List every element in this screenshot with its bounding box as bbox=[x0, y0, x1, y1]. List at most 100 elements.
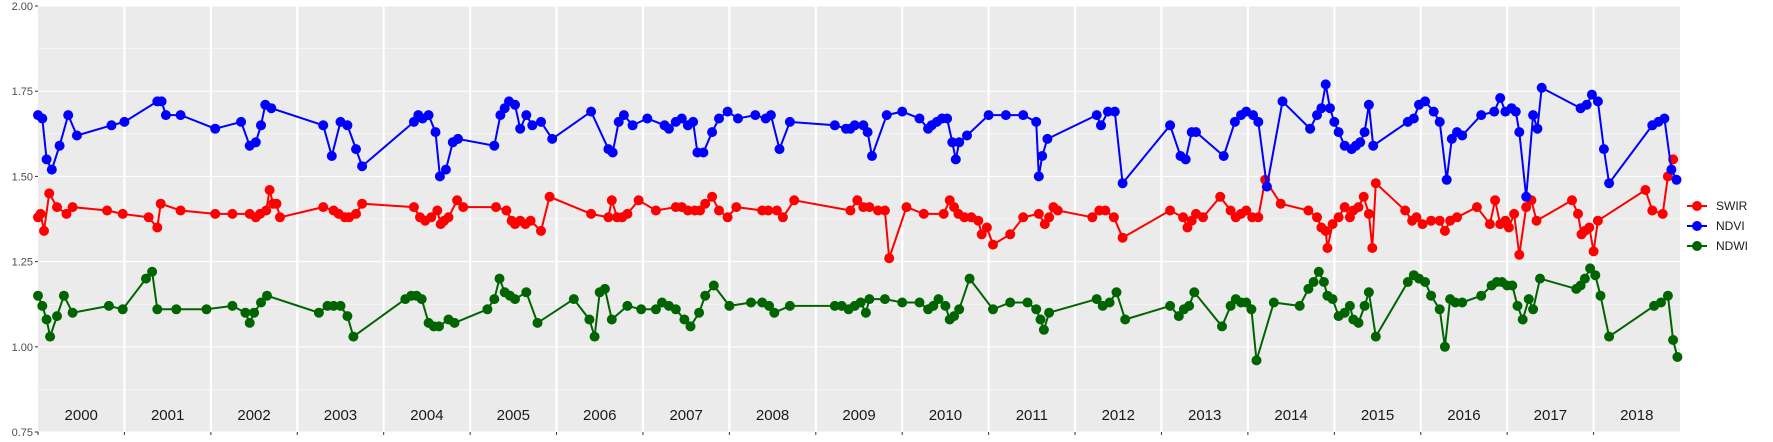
data-point bbox=[1595, 290, 1606, 301]
data-point bbox=[1178, 212, 1189, 223]
data-point bbox=[544, 191, 555, 202]
data-point bbox=[147, 266, 158, 277]
data-point bbox=[160, 110, 171, 121]
data-point bbox=[1567, 195, 1577, 206]
data-point bbox=[1659, 113, 1670, 124]
data-point bbox=[1573, 208, 1583, 219]
data-point bbox=[175, 205, 186, 216]
data-point bbox=[236, 116, 247, 127]
data-point bbox=[714, 205, 724, 216]
data-point bbox=[1241, 205, 1252, 216]
data-point bbox=[1588, 246, 1599, 257]
data-point bbox=[976, 229, 987, 240]
data-point bbox=[1303, 205, 1314, 216]
data-point bbox=[1100, 205, 1111, 216]
data-point bbox=[458, 202, 469, 213]
data-point bbox=[525, 215, 536, 226]
year-label: 2017 bbox=[1534, 407, 1567, 424]
data-point bbox=[1434, 304, 1445, 315]
data-point bbox=[942, 113, 953, 124]
year-label: 2009 bbox=[842, 407, 875, 424]
data-point bbox=[1532, 123, 1543, 134]
data-point bbox=[152, 222, 163, 233]
legend-key-dot bbox=[1692, 201, 1702, 211]
data-point bbox=[733, 113, 743, 124]
data-point bbox=[1198, 212, 1208, 223]
data-point bbox=[1091, 110, 1102, 121]
data-point bbox=[489, 140, 500, 151]
data-point bbox=[54, 140, 65, 151]
data-point bbox=[37, 113, 48, 124]
data-point bbox=[981, 222, 992, 233]
data-point bbox=[58, 290, 69, 301]
y-tick-label: 1.75 bbox=[12, 86, 33, 98]
data-point bbox=[769, 307, 780, 318]
data-point bbox=[897, 106, 908, 117]
data-point bbox=[918, 208, 929, 219]
data-point bbox=[1022, 297, 1033, 308]
data-point bbox=[1329, 116, 1340, 127]
data-point bbox=[901, 202, 912, 213]
data-point bbox=[489, 294, 500, 305]
data-point bbox=[1528, 304, 1539, 315]
data-point bbox=[501, 205, 512, 216]
data-point bbox=[1215, 191, 1226, 202]
data-point bbox=[1426, 215, 1437, 226]
data-point bbox=[416, 294, 427, 305]
data-point bbox=[1165, 205, 1176, 216]
data-point bbox=[959, 212, 970, 223]
data-point bbox=[1426, 290, 1437, 301]
data-point bbox=[52, 202, 62, 213]
data-point bbox=[201, 304, 212, 315]
data-point bbox=[881, 110, 892, 121]
data-point bbox=[849, 120, 860, 131]
data-point bbox=[527, 120, 538, 131]
data-point bbox=[1261, 181, 1272, 192]
data-point bbox=[708, 280, 719, 291]
data-point bbox=[244, 317, 255, 328]
year-label: 2006 bbox=[583, 407, 616, 424]
data-point bbox=[1294, 300, 1305, 311]
data-point bbox=[1579, 273, 1590, 284]
data-point bbox=[1411, 212, 1422, 223]
data-point bbox=[1358, 191, 1369, 202]
data-point bbox=[1514, 127, 1525, 138]
year-label: 2005 bbox=[497, 407, 530, 424]
data-point bbox=[1417, 219, 1428, 230]
data-point bbox=[175, 110, 186, 121]
data-point bbox=[679, 314, 690, 325]
data-point bbox=[117, 208, 128, 219]
data-point bbox=[1400, 205, 1411, 216]
data-point bbox=[1428, 106, 1439, 117]
y-tick-label: 1.25 bbox=[12, 257, 33, 269]
data-point bbox=[1037, 151, 1048, 161]
y-tick-label: 2.00 bbox=[12, 1, 33, 13]
data-point bbox=[1420, 96, 1431, 107]
data-point bbox=[764, 300, 775, 311]
data-point bbox=[434, 171, 445, 182]
data-point bbox=[119, 116, 130, 127]
data-point bbox=[688, 116, 699, 127]
data-point bbox=[1363, 208, 1374, 219]
data-point bbox=[1514, 249, 1525, 260]
data-point bbox=[1490, 195, 1501, 206]
data-point bbox=[1535, 273, 1545, 284]
legend-key-dot bbox=[1692, 221, 1702, 231]
data-point bbox=[1120, 314, 1131, 325]
data-point bbox=[777, 212, 788, 223]
data-point bbox=[938, 208, 949, 219]
data-point bbox=[613, 116, 624, 127]
data-point bbox=[103, 300, 114, 311]
data-point bbox=[1604, 178, 1615, 189]
data-point bbox=[1325, 103, 1335, 114]
data-point bbox=[1253, 116, 1264, 127]
data-point bbox=[586, 106, 597, 117]
data-point bbox=[264, 185, 275, 195]
data-point bbox=[1484, 219, 1495, 230]
data-point bbox=[663, 123, 674, 134]
data-point bbox=[1592, 215, 1603, 226]
data-point bbox=[39, 225, 49, 236]
data-point bbox=[1420, 277, 1431, 287]
data-point bbox=[1592, 96, 1603, 107]
data-point bbox=[1671, 174, 1682, 185]
